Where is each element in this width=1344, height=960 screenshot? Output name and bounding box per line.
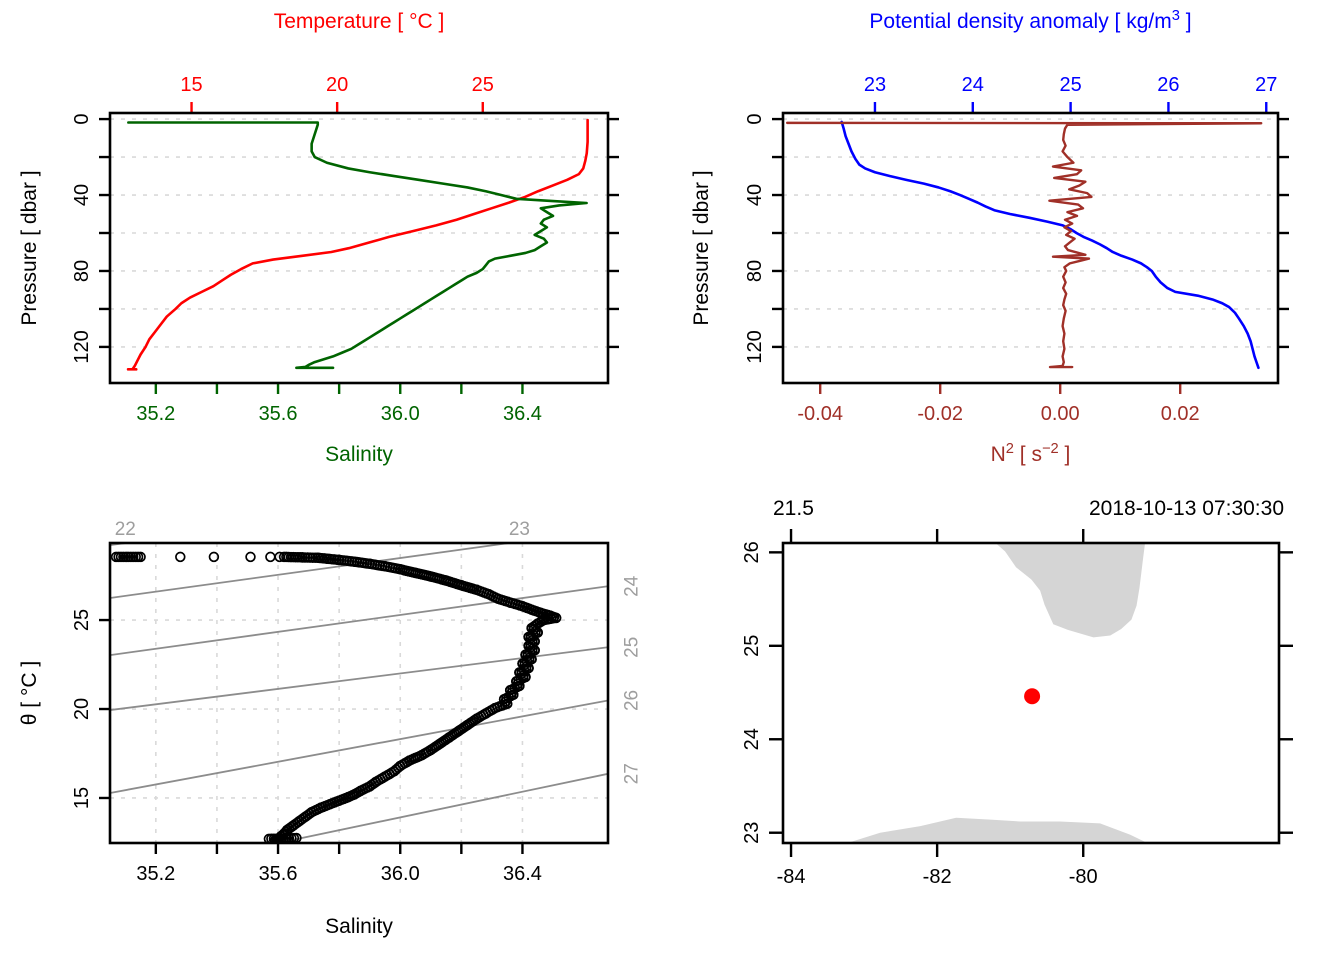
tick-label: 120 (744, 330, 766, 363)
tick-label: 26 (1157, 74, 1179, 96)
n2-title-mid: [ s (1013, 443, 1042, 466)
ts-surface-singles (175, 551, 285, 563)
pressure-axis-title-left: Pressure [ dbar ] (18, 170, 41, 326)
tick-label: 24 (962, 74, 984, 96)
tick-label: 23 (741, 822, 763, 844)
plot-box (108, 111, 610, 385)
isopycnal-label: 27 (622, 763, 643, 784)
panel-profiles-temp-sal: 15 20 25 35.2 35.6 36.0 36.4 0 40 80 120 (71, 74, 619, 425)
tick-label: 0 (744, 114, 766, 125)
landmass-cuba (849, 817, 1146, 843)
temperature-axis-title: Temperature [ °C ] (273, 10, 445, 33)
tick-label: 35.2 (136, 403, 175, 425)
plot-box (108, 541, 610, 845)
ts-curve (269, 551, 562, 843)
tick-label: 36.0 (381, 403, 420, 425)
panel-ts-diagram: 22 23 24 25 26 27 35.2 35.6 36.0 36.4 15 20 25 (71, 519, 643, 885)
tick-label: -0.04 (797, 403, 843, 425)
tick-label: 24 (741, 728, 763, 750)
tick-label: 36.4 (503, 403, 542, 425)
tick-label: 25 (71, 609, 93, 631)
series-salinity (127, 121, 588, 370)
series-temperature (126, 118, 589, 371)
tick-label: 35.6 (259, 863, 298, 885)
n2-title-base: N (990, 443, 1006, 466)
tick-label: 0 (71, 114, 93, 125)
n2-axis-title: N2 [ s−2 ] (783, 441, 1278, 467)
tick-label: 80 (71, 260, 93, 282)
isopycnal-label: 23 (509, 519, 530, 540)
salinity-axis-title-bottom: Salinity (325, 915, 393, 938)
tick-label: 25 (472, 74, 494, 96)
tick-label: 26 (741, 541, 763, 563)
tick-label: 20 (71, 698, 93, 720)
plot-box (781, 111, 1280, 385)
coastline-land (849, 543, 1146, 843)
tick-label: 36.0 (381, 863, 420, 885)
salinity-axis-title-top: Salinity (325, 443, 393, 466)
map-scale-annotation: 21.5 (773, 497, 814, 520)
landmass-florida (995, 543, 1146, 638)
isopycnal-label: 25 (622, 637, 643, 658)
tick-label: -80 (1069, 866, 1098, 888)
pressure-axis-title-right-panel: Pressure [ dbar ] (690, 170, 713, 326)
tick-label: 25 (1059, 74, 1081, 96)
tick-label: 15 (180, 74, 202, 96)
series-potential-density-anomaly (840, 120, 1260, 370)
tick-label: 20 (326, 74, 348, 96)
density-title-sup: 3 (1171, 8, 1180, 24)
tick-label: 0.00 (1041, 403, 1080, 425)
n2-title-sup: 2 (1005, 441, 1014, 457)
tick-label: 27 (1255, 74, 1277, 96)
isopycnal-label: 26 (622, 690, 643, 711)
density-axis-title: Potential density anomaly [ kg/m3 ] (783, 8, 1278, 34)
theta-axis-title: θ [ °C ] (18, 660, 41, 726)
tick-label: -0.02 (917, 403, 963, 425)
tick-label: 40 (744, 184, 766, 206)
density-title-base: Potential density anomaly [ kg/m (869, 10, 1172, 33)
tick-label: -82 (923, 866, 952, 888)
tick-label: 25 (741, 635, 763, 657)
tick-label: 0.02 (1161, 403, 1200, 425)
panel-profiles-density-n2: 23 24 25 26 27 -0.04 -0.02 0.00 0.02 0 40 80 120 (744, 74, 1289, 425)
isopycnal-label: 22 (115, 519, 136, 540)
isopycnal-label: 24 (622, 575, 643, 597)
tick-label: 80 (744, 260, 766, 282)
tick-label: 36.4 (503, 863, 542, 885)
n2-title-close: ] (1058, 443, 1071, 466)
station-marker (1024, 688, 1041, 705)
ts-surface-cluster (110, 551, 146, 563)
density-title-close: ] (1179, 10, 1192, 33)
map-datetime: 2018-10-13 07:30:30 (1089, 497, 1284, 520)
tick-label: 120 (71, 330, 93, 363)
tick-label: 23 (864, 74, 886, 96)
tick-label: 35.6 (259, 403, 298, 425)
n2-title-sup2: −2 (1041, 441, 1059, 457)
tick-label: -84 (777, 866, 806, 888)
series-buoyancy-frequency-n2 (786, 121, 1263, 369)
panel-station-map: -84 -82 -80 23 24 25 26 (741, 529, 1293, 888)
tick-label: 15 (71, 787, 93, 809)
tick-label: 35.2 (136, 863, 175, 885)
tick-label: 40 (71, 184, 93, 206)
plot-box (781, 541, 1281, 845)
